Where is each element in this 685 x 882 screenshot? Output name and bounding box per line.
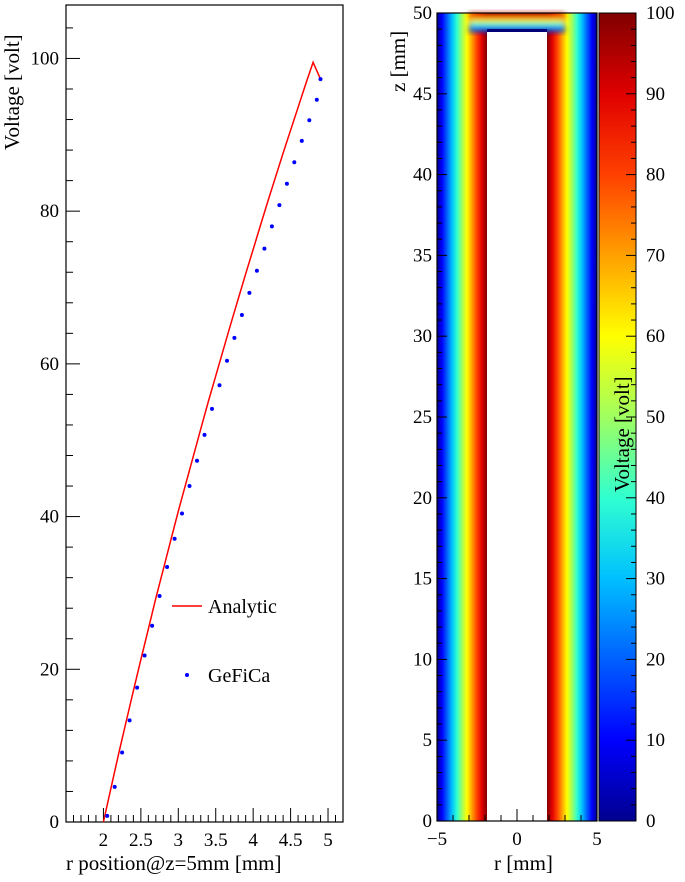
heatmap-right-gradient	[547, 13, 597, 821]
gefica-point	[277, 203, 282, 208]
legend-analytic-label: Analytic	[208, 596, 277, 618]
gefica-point	[135, 685, 140, 690]
legend-gefica-label: GeFiCa	[208, 665, 270, 687]
gefica-point	[307, 118, 312, 123]
left-y-tick-label: 60	[40, 354, 59, 375]
gefica-point	[142, 653, 147, 658]
heatmap-top-gradient	[469, 13, 565, 32]
right-y-tick-label: 15	[413, 569, 432, 590]
gefica-point	[254, 268, 259, 273]
gefica-point	[247, 290, 252, 295]
heatmap-empty-region	[487, 30, 547, 821]
colorbar-tick-label: 100	[646, 3, 675, 24]
colorbar-tick-label: 0	[646, 811, 656, 832]
gefica-point	[299, 138, 304, 143]
gefica-point	[225, 358, 229, 363]
gefica-point	[232, 335, 237, 340]
gefica-point	[172, 536, 177, 541]
colorbar-ticks: 0 10 20 30 40 50 60 70 80 90 100	[626, 3, 675, 832]
right-y-tick-label: 25	[413, 407, 432, 428]
analytic-line	[102, 60, 322, 823]
heatmap-inner-electrode	[487, 29, 547, 32]
colorbar-tick-label: 40	[646, 488, 665, 509]
colorbar-tick-label: 90	[646, 84, 665, 105]
left-plot-frame	[65, 4, 344, 823]
left-x-tick-label: 5	[323, 830, 333, 851]
left-axis-ticks: 2 2.5 3 3.5 4 4.5 5 0 20 40 60 80 100	[31, 27, 337, 851]
right-y-tick-label: 35	[413, 245, 432, 266]
left-series-layer	[102, 60, 323, 823]
gefica-point	[318, 77, 323, 82]
colorbar-tick-label: 80	[646, 165, 665, 186]
legend: Analytic GeFiCa	[172, 596, 277, 687]
colorbar-title: Voltage [volt]	[610, 376, 634, 492]
gefica-point	[187, 484, 192, 488]
right-y-tick-label: 20	[413, 488, 432, 509]
gefica-point	[314, 97, 319, 102]
right-x-axis-title: r [mm]	[494, 851, 553, 875]
gefica-point	[217, 383, 222, 388]
right-y-tick-label: 0	[423, 811, 433, 832]
heatmap-image	[437, 13, 597, 821]
right-y-tick-label: 45	[413, 84, 432, 105]
gefica-point	[239, 313, 244, 317]
gefica-point	[112, 784, 117, 789]
left-x-axis-title: r position@z=5mm [mm]	[66, 851, 282, 875]
colorbar-tick-label: 70	[646, 245, 665, 266]
gefica-point	[262, 246, 267, 251]
gefica-point	[165, 565, 170, 569]
right-x-tick-label: −5	[427, 829, 447, 850]
left-x-tick-label: 4	[248, 830, 258, 851]
left-y-tick-label: 100	[31, 48, 60, 69]
left-x-tick-label: 4.5	[279, 830, 303, 851]
gefica-point	[180, 511, 184, 516]
left-x-tick-label: 2.5	[129, 830, 153, 851]
gefica-point	[292, 160, 297, 165]
right-y-tick-label: 40	[413, 165, 432, 186]
colorbar-tick-label: 10	[646, 730, 665, 751]
gefica-point	[210, 406, 214, 411]
gefica-point	[195, 458, 199, 463]
left-x-tick-label: 3.5	[204, 830, 228, 851]
colorbar-tick-label: 60	[646, 326, 665, 347]
right-x-tick-label: 5	[592, 829, 602, 850]
left-x-tick-label: 3	[174, 830, 184, 851]
voltage-profile-chart: 2 2.5 3 3.5 4 4.5 5 0 20 40 60 80 100 Voltage [volt]…	[0, 4, 344, 875]
right-y-tick-label: 10	[413, 649, 432, 670]
left-y-tick-label: 20	[40, 659, 59, 680]
gefica-point	[105, 813, 110, 818]
left-y-tick-label: 40	[40, 507, 59, 528]
gefica-point	[120, 750, 125, 755]
gefica-point	[202, 432, 207, 437]
gefica-point	[157, 594, 162, 598]
gefica-point	[150, 623, 155, 628]
right-y-tick-label: 50	[413, 3, 432, 24]
colorbar-tick-label: 20	[646, 649, 665, 670]
gefica-point	[284, 181, 289, 186]
right-y-tick-label: 30	[413, 326, 432, 347]
right-y-axis-title: z [mm]	[386, 31, 410, 92]
left-x-tick-label: 2	[99, 830, 109, 851]
colorbar-tick-label: 50	[646, 407, 665, 428]
legend-gefica-swatch	[185, 673, 189, 677]
gefica-point	[127, 718, 132, 723]
colorbar-tick-label: 30	[646, 569, 665, 590]
right-x-tick-label: 0	[512, 829, 522, 850]
left-y-axis-title: Voltage [volt]	[0, 34, 24, 150]
gefica-point	[269, 224, 274, 229]
right-y-tick-label: 5	[423, 730, 433, 751]
left-y-tick-label: 0	[50, 812, 60, 833]
left-y-tick-label: 80	[40, 201, 59, 222]
